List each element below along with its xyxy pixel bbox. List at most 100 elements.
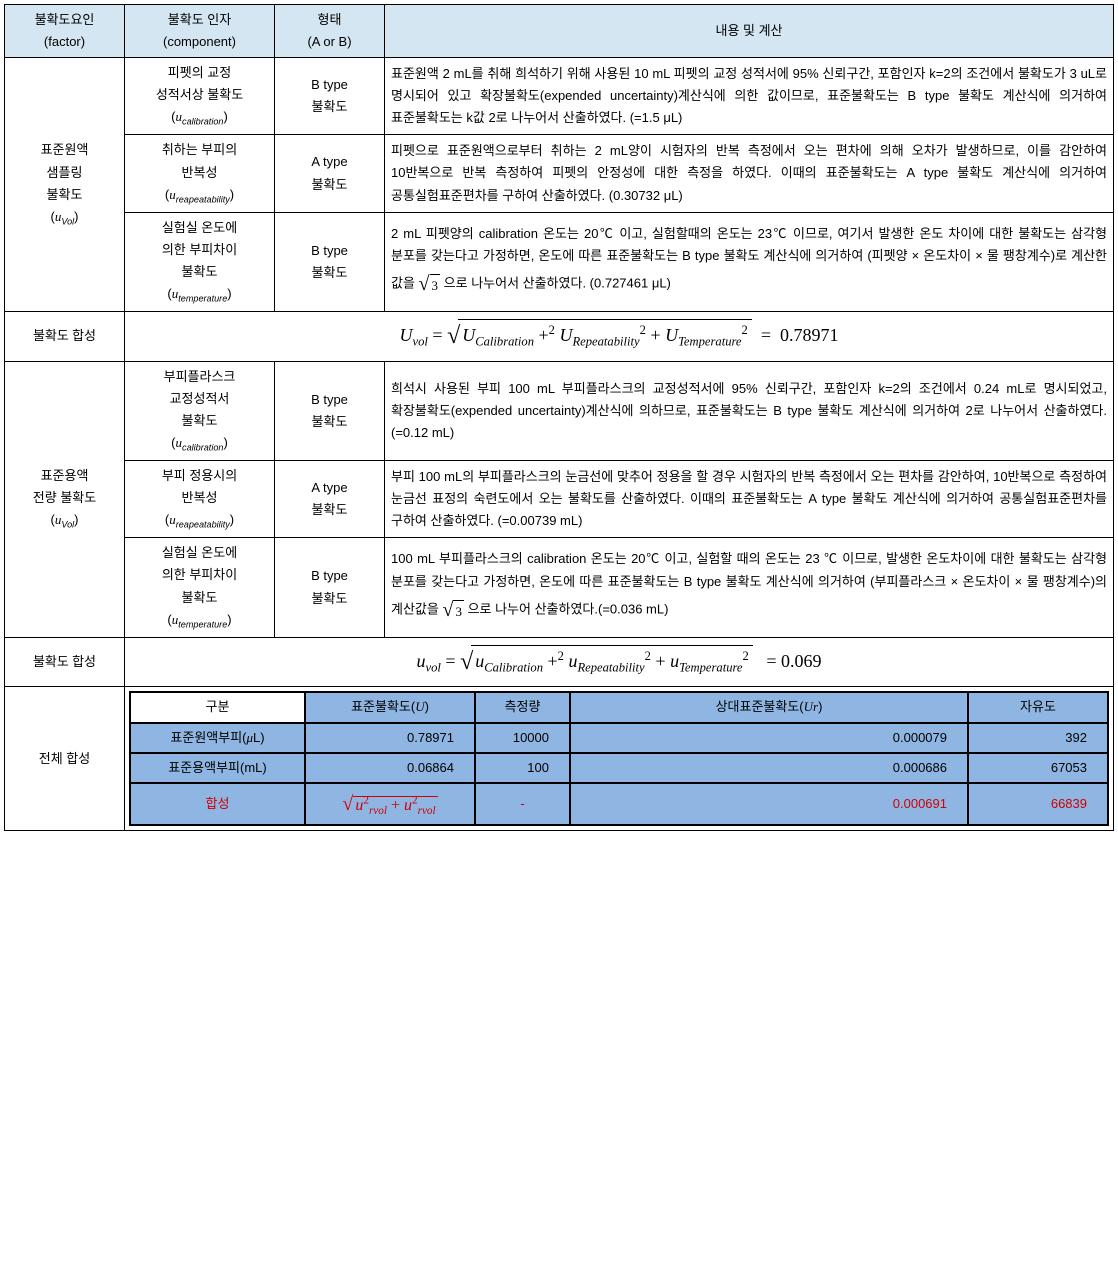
desc-cell: 표준원액 2 mL를 취해 희석하기 위해 사용된 10 mL 피펫의 교정 성… xyxy=(385,58,1114,135)
desc-text: 으로 나누어 산출하였다.(=0.036 mL) xyxy=(468,601,669,616)
type-label: 불확도 xyxy=(312,265,348,280)
type-label: A type xyxy=(311,480,347,495)
factor-label: 전량 불확도 xyxy=(33,490,96,505)
formula-cell: uvol = √ uCalibration +2 uRepeatability2… xyxy=(125,637,1114,687)
desc-cell: 2 mL 피펫양의 calibration 온도는 20℃ 이고, 실험할때의 … xyxy=(385,212,1114,311)
component-cell: 실험실 온도에 의한 부피차이 불확도 (utemperature) xyxy=(125,212,275,311)
factor-dilution: 표준용액 전량 불확도 (uVol) xyxy=(5,361,125,637)
summary-r2-c3: 100 xyxy=(475,753,570,783)
summary-r1-c2: 0.78971 xyxy=(305,723,475,753)
table-row: 부피 정용시의 반복성 (ureapeatability) A type 불확도… xyxy=(5,461,1114,538)
formula-label: 불확도 합성 xyxy=(5,311,125,361)
header-type-l2: (A or B) xyxy=(307,34,351,49)
summary-head-c1: 구분 xyxy=(130,692,305,722)
type-label: B type xyxy=(311,77,348,92)
component-label: 부피플라스크 xyxy=(164,369,236,384)
component-label: 불확도 xyxy=(182,264,218,279)
type-cell: A type 불확도 xyxy=(275,135,385,212)
summary-r2-c1: 표준용액부피(mL) xyxy=(130,753,305,783)
header-factor-l1: 불확도요인 xyxy=(35,12,95,27)
type-label: 불확도 xyxy=(312,502,348,517)
summary-head-c4: 상대표준불확도(Ur) xyxy=(570,692,968,722)
type-cell: B type 불확도 xyxy=(275,538,385,637)
header-factor: 불확도요인 (factor) xyxy=(5,5,125,58)
summary-r1-c1: 표준원액부피(μL) xyxy=(130,723,305,753)
summary-factor: 전체 합성 xyxy=(5,687,125,831)
type-cell: B type 불확도 xyxy=(275,361,385,460)
desc-cell: 100 mL 부피플라스크의 calibration 온도는 20℃ 이고, 실… xyxy=(385,538,1114,637)
component-label: 부피 정용시의 xyxy=(162,468,237,483)
formula-label: 불확도 합성 xyxy=(5,637,125,687)
table-row: 표준원액 샘플링 불확도 (uVol) 피펫의 교정 성적서상 불확도 (uca… xyxy=(5,58,1114,135)
desc-text: 으로 나누어서 산출하였다. (0.727461 μL) xyxy=(444,275,671,290)
sqrt3-symbol: √3 xyxy=(442,593,463,627)
type-label: 불확도 xyxy=(312,591,348,606)
factor-label: 표준용액 xyxy=(41,468,89,483)
type-cell: A type 불확도 xyxy=(275,461,385,538)
component-label: 의한 부피차이 xyxy=(162,242,237,257)
summary-total-c3: - xyxy=(475,783,570,825)
summary-total-c5: 66839 xyxy=(968,783,1108,825)
component-label: 의한 부피차이 xyxy=(162,567,237,582)
desc-cell: 희석시 사용된 부피 100 mL 부피플라스크의 교정성적서에 95% 신뢰구… xyxy=(385,361,1114,460)
factor-label: 불확도 xyxy=(47,187,83,202)
component-cell: 부피 정용시의 반복성 (ureapeatability) xyxy=(125,461,275,538)
header-component-l1: 불확도 인자 xyxy=(168,12,231,27)
summary-total-c1: 합성 xyxy=(130,783,305,825)
component-cell: 부피플라스크 교정성적서 불확도 (ucalibration) xyxy=(125,361,275,460)
header-component: 불확도 인자 (component) xyxy=(125,5,275,58)
uncertainty-table: 불확도요인 (factor) 불확도 인자 (component) 형태 (A … xyxy=(4,4,1114,831)
summary-total-row: 합성 √u2rvol + u2rvol - 0.000691 66839 xyxy=(130,783,1108,825)
type-cell: B type 불확도 xyxy=(275,212,385,311)
header-factor-l2: (factor) xyxy=(44,34,85,49)
summary-head-c5: 자유도 xyxy=(968,692,1108,722)
component-label: 반복성 xyxy=(182,165,218,180)
type-label: 불확도 xyxy=(312,414,348,429)
header-type-l1: 형태 xyxy=(318,12,342,27)
summary-row: 전체 합성 구분 표준불확도(U) 측정량 상대표준불확도(Ur) 자유도 표준… xyxy=(5,687,1114,831)
table-row: 표준용액 전량 불확도 (uVol) 부피플라스크 교정성적서 불확도 (uca… xyxy=(5,361,1114,460)
desc-cell: 부피 100 mL의 부피플라스크의 눈금선에 맞추어 정용을 할 경우 시험자… xyxy=(385,461,1114,538)
formula-row-1: 불확도 합성 Uvol = √ UCalibration +2 URepeata… xyxy=(5,311,1114,361)
component-label: 불확도 xyxy=(182,590,218,605)
table-row: 취하는 부피의 반복성 (ureapeatability) A type 불확도… xyxy=(5,135,1114,212)
component-label: 성적서상 불확도 xyxy=(156,87,243,102)
formula-row-2: 불확도 합성 uvol = √ uCalibration +2 uRepeata… xyxy=(5,637,1114,687)
sqrt3-symbol: √3 xyxy=(419,267,440,301)
component-label: 교정성적서 xyxy=(170,391,230,406)
component-label: 피펫의 교정 xyxy=(168,65,231,80)
component-label: 반복성 xyxy=(182,490,218,505)
header-type: 형태 (A or B) xyxy=(275,5,385,58)
type-label: B type xyxy=(311,392,348,407)
type-cell: B type 불확도 xyxy=(275,58,385,135)
desc-cell: 피펫으로 표준원액으로부터 취하는 2 mL양이 시험자의 반복 측정에서 오는… xyxy=(385,135,1114,212)
type-label: 불확도 xyxy=(312,99,348,114)
formula-cell: Uvol = √ UCalibration +2 URepeatability2… xyxy=(125,311,1114,361)
component-cell: 피펫의 교정 성적서상 불확도 (ucalibration) xyxy=(125,58,275,135)
component-cell: 취하는 부피의 반복성 (ureapeatability) xyxy=(125,135,275,212)
summary-head-c2: 표준불확도(U) xyxy=(305,692,475,722)
summary-header: 구분 표준불확도(U) 측정량 상대표준불확도(Ur) 자유도 xyxy=(130,692,1108,722)
component-label: 실험실 온도에 xyxy=(162,220,237,235)
component-label: 실험실 온도에 xyxy=(162,545,237,560)
type-label: 불확도 xyxy=(312,177,348,192)
summary-r2-c4: 0.000686 xyxy=(570,753,968,783)
summary-head-c3: 측정량 xyxy=(475,692,570,722)
component-label: 불확도 xyxy=(182,413,218,428)
summary-total-c4: 0.000691 xyxy=(570,783,968,825)
summary-data-row: 표준원액부피(μL) 0.78971 10000 0.000079 392 xyxy=(130,723,1108,753)
formula-result: 0.78971 xyxy=(780,325,839,345)
summary-table: 구분 표준불확도(U) 측정량 상대표준불확도(Ur) 자유도 표준원액부피(μ… xyxy=(129,691,1109,826)
formula-result: 0.069 xyxy=(781,651,822,671)
header-component-l2: (component) xyxy=(163,34,236,49)
summary-r1-c5: 392 xyxy=(968,723,1108,753)
summary-r2-c5: 67053 xyxy=(968,753,1108,783)
table-row: 실험실 온도에 의한 부피차이 불확도 (utemperature) B typ… xyxy=(5,212,1114,311)
summary-r1-c4: 0.000079 xyxy=(570,723,968,753)
summary-total-formula: √u2rvol + u2rvol xyxy=(305,783,475,825)
component-label: 취하는 부피의 xyxy=(162,142,237,157)
summary-cell: 구분 표준불확도(U) 측정량 상대표준불확도(Ur) 자유도 표준원액부피(μ… xyxy=(125,687,1114,831)
summary-r2-c2: 0.06864 xyxy=(305,753,475,783)
header-desc: 내용 및 계산 xyxy=(385,5,1114,58)
table-row: 실험실 온도에 의한 부피차이 불확도 (utemperature) B typ… xyxy=(5,538,1114,637)
